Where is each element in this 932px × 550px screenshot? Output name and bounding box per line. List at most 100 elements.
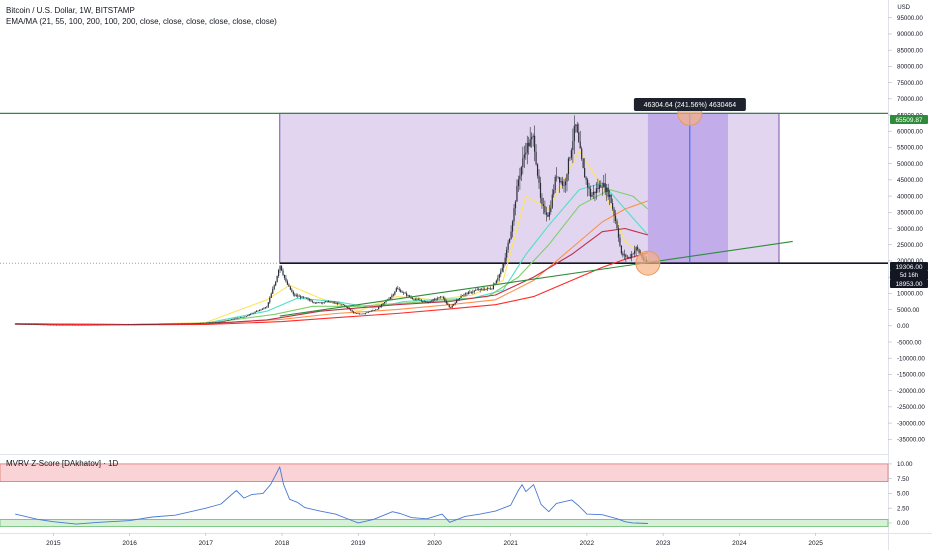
x-tick-label: 2025 [808, 540, 823, 547]
candle-body [257, 310, 259, 312]
candle-body [164, 323, 166, 325]
time-axis[interactable]: 2015 2016 2017 2018 2019 2020 2021 2022 2023 2024… [0, 533, 932, 547]
candle-body [548, 212, 550, 217]
candle-body [563, 185, 565, 186]
candle-body [486, 288, 489, 290]
mvrv-pane[interactable]: MVRV Z-Score [DAkhatov] · 1D 10.00 7.50 5.… [0, 454, 913, 528]
y-tick-label: -5000.00 [897, 339, 922, 346]
candle-body [289, 286, 291, 290]
candle-body [478, 289, 480, 291]
candle-body [91, 324, 93, 326]
candle-body [394, 291, 396, 295]
candle-body [80, 324, 83, 326]
candle-body [369, 311, 371, 313]
candle-body [54, 324, 56, 326]
candle-body [586, 179, 589, 188]
candle-body [238, 317, 240, 319]
candle-body [57, 324, 59, 326]
candle-body [167, 323, 169, 325]
candle-body [163, 323, 165, 325]
candle-body [591, 194, 593, 197]
candle-body [316, 302, 318, 304]
candle-body [122, 324, 124, 326]
candle-body [27, 324, 30, 325]
candle-body [250, 313, 252, 315]
y-tick-label: 45000.00 [897, 177, 923, 184]
candle-body [180, 323, 183, 325]
candle-body [592, 191, 595, 195]
x-tick-label: 2015 [46, 540, 61, 547]
candle-body [239, 317, 241, 318]
candle-body [600, 184, 602, 188]
candle-body [609, 194, 611, 197]
candle-body [476, 289, 478, 291]
candle-body [269, 297, 271, 303]
candle-body [197, 323, 199, 324]
candle-body [172, 323, 174, 325]
candle-body [419, 299, 421, 301]
candle-body [507, 242, 509, 250]
candle-body [94, 324, 96, 326]
candle-body [360, 313, 362, 315]
candle-body [108, 324, 111, 326]
candle-body [366, 312, 368, 313]
candle-body [207, 322, 209, 324]
candle-body [544, 205, 546, 213]
main-pane[interactable]: 46304.64 (241.56%) 4630464 [0, 98, 888, 326]
candle-body [320, 302, 322, 304]
candle-body [160, 323, 162, 325]
measure-label-text: 46304.64 (241.56%) 4630464 [644, 102, 737, 109]
candle-body [147, 324, 149, 325]
indicator-legend: EMA/MA (21, 55, 100, 200, 100, 200, clos… [6, 17, 277, 26]
rising-trendline[interactable] [279, 240, 793, 317]
candle-body [623, 254, 625, 256]
candle-body [482, 289, 484, 290]
countdown-badge-text: 5d 16h [900, 273, 918, 279]
candle-body [33, 324, 35, 325]
candle-body [177, 323, 180, 325]
candle-body [48, 324, 50, 326]
candle-body [300, 296, 302, 298]
candle-body [561, 181, 564, 186]
x-tick-label: 2020 [427, 540, 442, 547]
candle-body [166, 323, 168, 325]
candle-body [333, 302, 336, 304]
candle-body [76, 325, 78, 326]
candle-body [47, 324, 49, 326]
candle-body [383, 302, 386, 304]
candle-body [373, 310, 375, 311]
highlight-circle [635, 250, 661, 276]
y-tick-label: -20000.00 [897, 388, 925, 395]
candle-body [589, 188, 592, 197]
price-candles [14, 115, 649, 326]
candle-body [58, 324, 60, 326]
candle-body [22, 323, 24, 325]
candle-body [601, 186, 603, 188]
candle-body [323, 302, 325, 303]
candle-body [194, 323, 196, 324]
candle-body [235, 318, 237, 319]
candle-body [603, 183, 605, 187]
candle-body [395, 288, 397, 292]
candle-body [278, 270, 280, 276]
candle-body [370, 310, 372, 312]
candle-body [328, 300, 330, 303]
candle-body [17, 323, 19, 325]
candle-body [111, 324, 113, 326]
candle-body [26, 324, 28, 325]
candle-body [489, 288, 492, 290]
candle-body [141, 324, 143, 325]
support-price-badge [890, 279, 928, 288]
projection-box[interactable] [647, 113, 728, 264]
candle-body [594, 191, 596, 194]
candle-body [142, 324, 144, 325]
candle-body [607, 187, 609, 197]
candle-body [470, 291, 472, 293]
candle-body [636, 247, 639, 250]
candle-body [556, 176, 558, 178]
candle-body [423, 301, 425, 302]
candle-body [325, 301, 327, 303]
candle-body [520, 167, 522, 176]
